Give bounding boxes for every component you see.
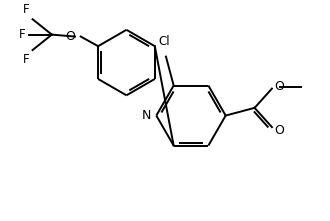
- Text: F: F: [19, 28, 26, 41]
- Text: F: F: [23, 53, 30, 66]
- Text: O: O: [274, 124, 284, 137]
- Text: O: O: [274, 80, 284, 93]
- Text: Cl: Cl: [158, 35, 170, 48]
- Text: N: N: [142, 109, 151, 122]
- Text: F: F: [23, 3, 30, 16]
- Text: O: O: [65, 30, 75, 43]
